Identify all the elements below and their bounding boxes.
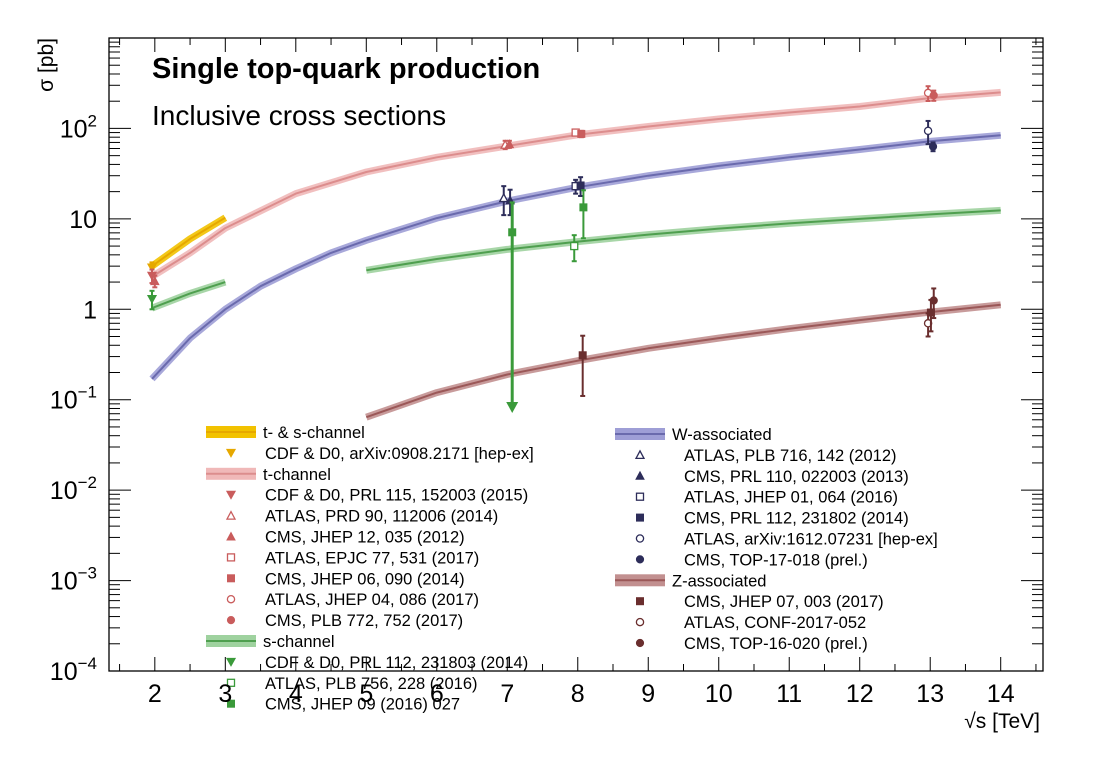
theory-curve-Z-associated	[365, 303, 1001, 419]
legend-marker-left-7	[227, 574, 235, 583]
data-point-0	[146, 263, 158, 273]
legend-label-right-5: ATLAS, arXiv:1612.07231 [hep-ex]	[684, 531, 938, 549]
legend-label-right-3: ATLAS, JHEP 01, 064 (2016)	[684, 489, 898, 507]
legend-marker-left-3	[225, 490, 237, 500]
legend-label-right-8: CMS, JHEP 07, 003 (2017)	[684, 593, 884, 611]
y-tick-label-0: 10−4	[50, 654, 97, 686]
legend-marker-right-5	[635, 534, 645, 543]
chart-subtitle: Inclusive cross sections	[152, 100, 446, 131]
legend-marker-right-1	[634, 449, 646, 460]
legend-label-left-13: CMS, JHEP 09 (2016) 027	[265, 696, 460, 714]
legend-label-right-7: Z-associated	[672, 572, 766, 590]
legend-label-left-1: CDF & D0, arXiv:0908.2171 [hep-ex]	[265, 445, 534, 463]
legend-marker-right-3	[635, 492, 645, 501]
x-tick-label-6: 6	[430, 680, 444, 708]
data-point-19	[578, 351, 587, 360]
y-tick-label-2: 10−2	[50, 473, 97, 505]
x-axis-title: √s [TeV]	[964, 710, 1040, 733]
legend-marker-left-5	[226, 531, 236, 541]
legend-marker-right-10	[635, 638, 645, 648]
measurements	[146, 85, 938, 414]
legend-marker-right-6	[635, 555, 645, 564]
data-point-15	[928, 142, 938, 151]
legend-marker-left-6	[226, 553, 236, 562]
theory-curve-W-associated	[151, 134, 1001, 380]
y-tick-label-5: 10	[69, 206, 97, 234]
legend-label-left-6: ATLAS, EPJC 77, 531 (2017)	[265, 549, 479, 567]
legend-label-right-4: CMS, PRL 112, 231802 (2014)	[684, 510, 909, 528]
legend-marker-right-2	[635, 470, 645, 480]
legend-marker-right-4	[636, 513, 644, 522]
data-point-5	[504, 139, 515, 149]
x-tick-label-5: 5	[359, 680, 373, 708]
legend: t- & s-channel CDF & D0, arXiv:0908.2171 …	[206, 424, 938, 714]
y-tick-label-6: 102	[60, 111, 97, 143]
legend-label-left-7: CMS, JHEP 06, 090 (2014)	[265, 570, 465, 588]
x-tick-label-3: 3	[218, 680, 232, 708]
x-tick-label-4: 4	[289, 680, 303, 708]
data-point-18	[508, 228, 517, 237]
legend-marker-left-8	[226, 594, 236, 604]
legend-label-left-9: CMS, PLB 772, 752 (2017)	[265, 612, 463, 630]
legend-label-right-10: CMS, TOP-16-020 (prel.)	[684, 635, 868, 653]
legend-label-left-12: ATLAS, PLB 756, 228 (2016)	[265, 675, 478, 693]
legend-marker-left-9	[226, 616, 236, 625]
y-axis-title: σ [pb]	[35, 38, 58, 92]
legend-marker-left-11	[225, 657, 237, 667]
legend-marker-right-8	[636, 597, 644, 606]
x-tick-label-11: 11	[776, 680, 802, 708]
x-tick-label-12: 12	[846, 680, 874, 708]
legend-label-right-9: ATLAS, CONF-2017-052	[684, 614, 866, 632]
legend-label-left-4: ATLAS, PRD 90, 112006 (2014)	[265, 508, 498, 526]
x-tick-label-13: 13	[916, 680, 944, 708]
legend-marker-left-12	[226, 678, 236, 687]
legend-marker-left-13	[227, 699, 235, 708]
theory-curve-s-channel	[151, 281, 226, 310]
legend-label-left-11: CDF & D0, PRL 112, 231803 (2014)	[265, 654, 528, 672]
theory-curves	[149, 88, 1002, 421]
x-tick-label-9: 9	[641, 680, 655, 708]
theory-curve-t- & s-channel	[151, 216, 226, 267]
data-point-13	[576, 181, 585, 190]
y-tick-label-4: 1	[83, 296, 97, 324]
legend-label-left-2: t-channel	[263, 466, 331, 484]
legend-label-left-5: CMS, JHEP 12, 035 (2012)	[265, 529, 465, 547]
legend-label-right-0: W-associated	[672, 426, 772, 444]
data-point-16	[570, 241, 579, 251]
legend-label-right-1: ATLAS, PLB 716, 142 (2012)	[684, 447, 897, 465]
data-point-22	[926, 308, 935, 317]
theory-curve-s-channel-lhc	[366, 209, 1001, 272]
x-tick-label-10: 10	[705, 680, 733, 708]
axes: 2 3 4 5 6 7 8 9 10 11 12 13 14 10−4 10−3 10−2 10−1 1 10 102	[50, 37, 1044, 708]
legend-marker-left-4	[225, 510, 237, 520]
y-tick-label-3: 10−1	[50, 383, 97, 415]
legend-marker-left-1	[225, 448, 237, 458]
data-point-10	[498, 192, 509, 203]
plot-frame	[108, 37, 1044, 672]
legend-label-left-10: s-channel	[263, 633, 335, 651]
data-point-14	[923, 126, 933, 136]
legend-marker-right-9	[635, 617, 645, 627]
legend-label-right-2: CMS, PRL 110, 022003 (2013)	[684, 468, 909, 486]
y-tick-label-1: 10−3	[50, 564, 97, 596]
x-tick-label-8: 8	[571, 680, 585, 708]
legend-label-right-6: CMS, TOP-17-018 (prel.)	[684, 551, 868, 569]
limit-arrow-18	[506, 402, 519, 414]
x-tick-label-7: 7	[500, 680, 514, 708]
data-point-9	[929, 91, 938, 100]
legend-label-left-8: ATLAS, JHEP 04, 086 (2017)	[265, 591, 479, 609]
chart-title: Single top-quark production	[152, 53, 540, 85]
x-tick-label-2: 2	[148, 680, 162, 708]
data-point-7	[577, 129, 586, 138]
x-tick-label-14: 14	[987, 680, 1015, 708]
data-point-17	[579, 203, 588, 212]
theory-curve-t-channel	[151, 91, 1001, 278]
data-point-2	[149, 276, 160, 286]
data-point-3	[146, 294, 158, 305]
legend-label-left-0: t- & s-channel	[263, 424, 365, 442]
legend-label-left-3: CDF & D0, PRL 115, 152003 (2015)	[265, 487, 528, 505]
